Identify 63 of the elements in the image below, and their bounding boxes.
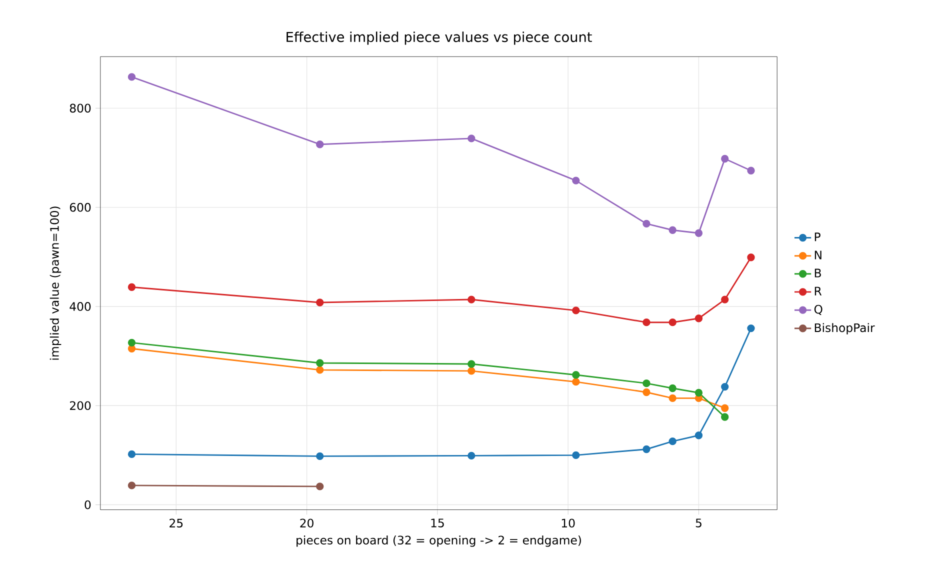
point [668, 437, 676, 446]
point [694, 431, 703, 440]
point [572, 378, 580, 386]
point [572, 306, 580, 314]
point [128, 344, 136, 352]
point [642, 388, 650, 396]
point [316, 482, 324, 490]
legend-label: BishopPair [814, 322, 875, 334]
point [128, 283, 136, 291]
y-tick-label: 0 [84, 500, 91, 510]
point [747, 324, 755, 332]
point [316, 359, 324, 367]
x-tick-label: 10 [562, 518, 575, 528]
point [468, 296, 476, 304]
legend-label: N [814, 250, 822, 260]
point [694, 388, 703, 396]
point [721, 382, 729, 391]
x-tick-label: 25 [170, 518, 183, 528]
y-axis-title: implied value (pawn=100) [50, 206, 62, 360]
point [316, 366, 324, 374]
point [668, 394, 676, 402]
point [468, 366, 476, 375]
point [128, 481, 136, 490]
point [572, 451, 580, 459]
x-axis-title: pieces on board (32 = opening -> 2 = endgame) [296, 535, 581, 547]
point [128, 338, 136, 346]
point [694, 229, 703, 237]
point [316, 452, 324, 460]
point [694, 314, 703, 322]
point [642, 318, 650, 326]
point [316, 298, 324, 306]
point [668, 318, 676, 326]
legend-label: P [814, 232, 820, 242]
point [468, 360, 476, 368]
legend-label: R [814, 286, 822, 296]
legend-label: Q [814, 304, 822, 315]
point [642, 220, 650, 228]
point [721, 296, 729, 304]
point [721, 413, 729, 421]
point [747, 253, 755, 262]
point [721, 404, 729, 412]
y-tick-label: 800 [70, 104, 91, 112]
x-tick-label: 20 [300, 518, 314, 528]
point [668, 384, 676, 392]
point [128, 450, 136, 458]
legend-label: B [814, 268, 821, 278]
y-tick-label: 200 [70, 401, 91, 410]
point [468, 452, 476, 460]
point [128, 72, 136, 81]
point [316, 140, 324, 148]
point [572, 176, 580, 184]
y-tick-label: 400 [70, 302, 91, 311]
point [468, 134, 476, 142]
x-tick-label: 5 [696, 518, 702, 528]
point [642, 445, 650, 453]
y-tick-label: 600 [70, 202, 91, 212]
point [668, 226, 676, 234]
chart-title: Effective implied piece values vs piece count [286, 31, 592, 45]
point [721, 154, 729, 162]
x-tick-label: 15 [431, 518, 444, 528]
point [747, 166, 755, 174]
point [572, 370, 580, 379]
point [642, 379, 650, 388]
